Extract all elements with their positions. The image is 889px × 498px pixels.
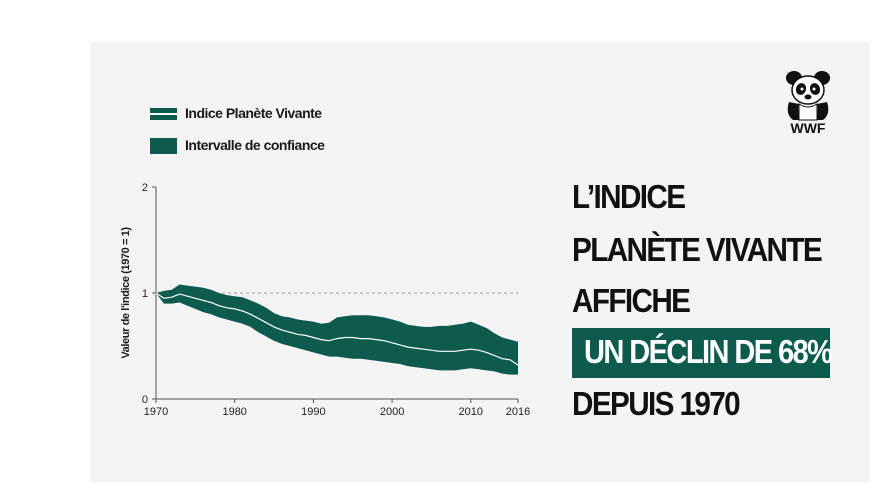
headline-line-2: PLANÈTE VIVANTE bbox=[572, 231, 823, 268]
wwf-logo: WWF bbox=[781, 68, 835, 140]
legend-label-ci: Intervalle de confiance bbox=[185, 137, 325, 153]
headline-line-5: DEPUIS 1970 bbox=[572, 385, 741, 422]
y-tick-label: 1 bbox=[142, 288, 148, 300]
legend-label-index: Indice Planète Vivante bbox=[185, 105, 322, 121]
x-tick-label: 1990 bbox=[301, 406, 325, 418]
living-planet-chart: 1970 1980 1990 2000 2010 2016 0 1 2 bbox=[142, 182, 530, 418]
y-tick-label: 2 bbox=[142, 182, 148, 194]
y-tick-label: 0 bbox=[142, 394, 148, 406]
headline-line-3: AFFICHE bbox=[572, 282, 691, 319]
x-tick-label: 1970 bbox=[144, 406, 168, 418]
x-tick-label: 2016 bbox=[506, 406, 530, 418]
x-tick-label: 2010 bbox=[459, 406, 483, 418]
panda-icon bbox=[786, 71, 830, 121]
confidence-interval-band bbox=[156, 284, 518, 375]
axis-ticks: 1970 1980 1990 2000 2010 2016 0 1 2 bbox=[142, 182, 530, 418]
highlight-banner bbox=[572, 328, 830, 378]
headline-line-1: L’INDICE bbox=[572, 178, 686, 215]
legend-line-swatch bbox=[150, 108, 177, 120]
index-line bbox=[155, 292, 519, 366]
wwf-logo-text: WWF bbox=[790, 120, 826, 136]
highlight-text: UN DÉCLIN DE 68% bbox=[584, 333, 833, 370]
x-tick-label: 1980 bbox=[222, 406, 246, 418]
infographic-card bbox=[90, 42, 870, 482]
x-tick-label: 2000 bbox=[380, 406, 404, 418]
legend-band-swatch bbox=[150, 138, 177, 154]
